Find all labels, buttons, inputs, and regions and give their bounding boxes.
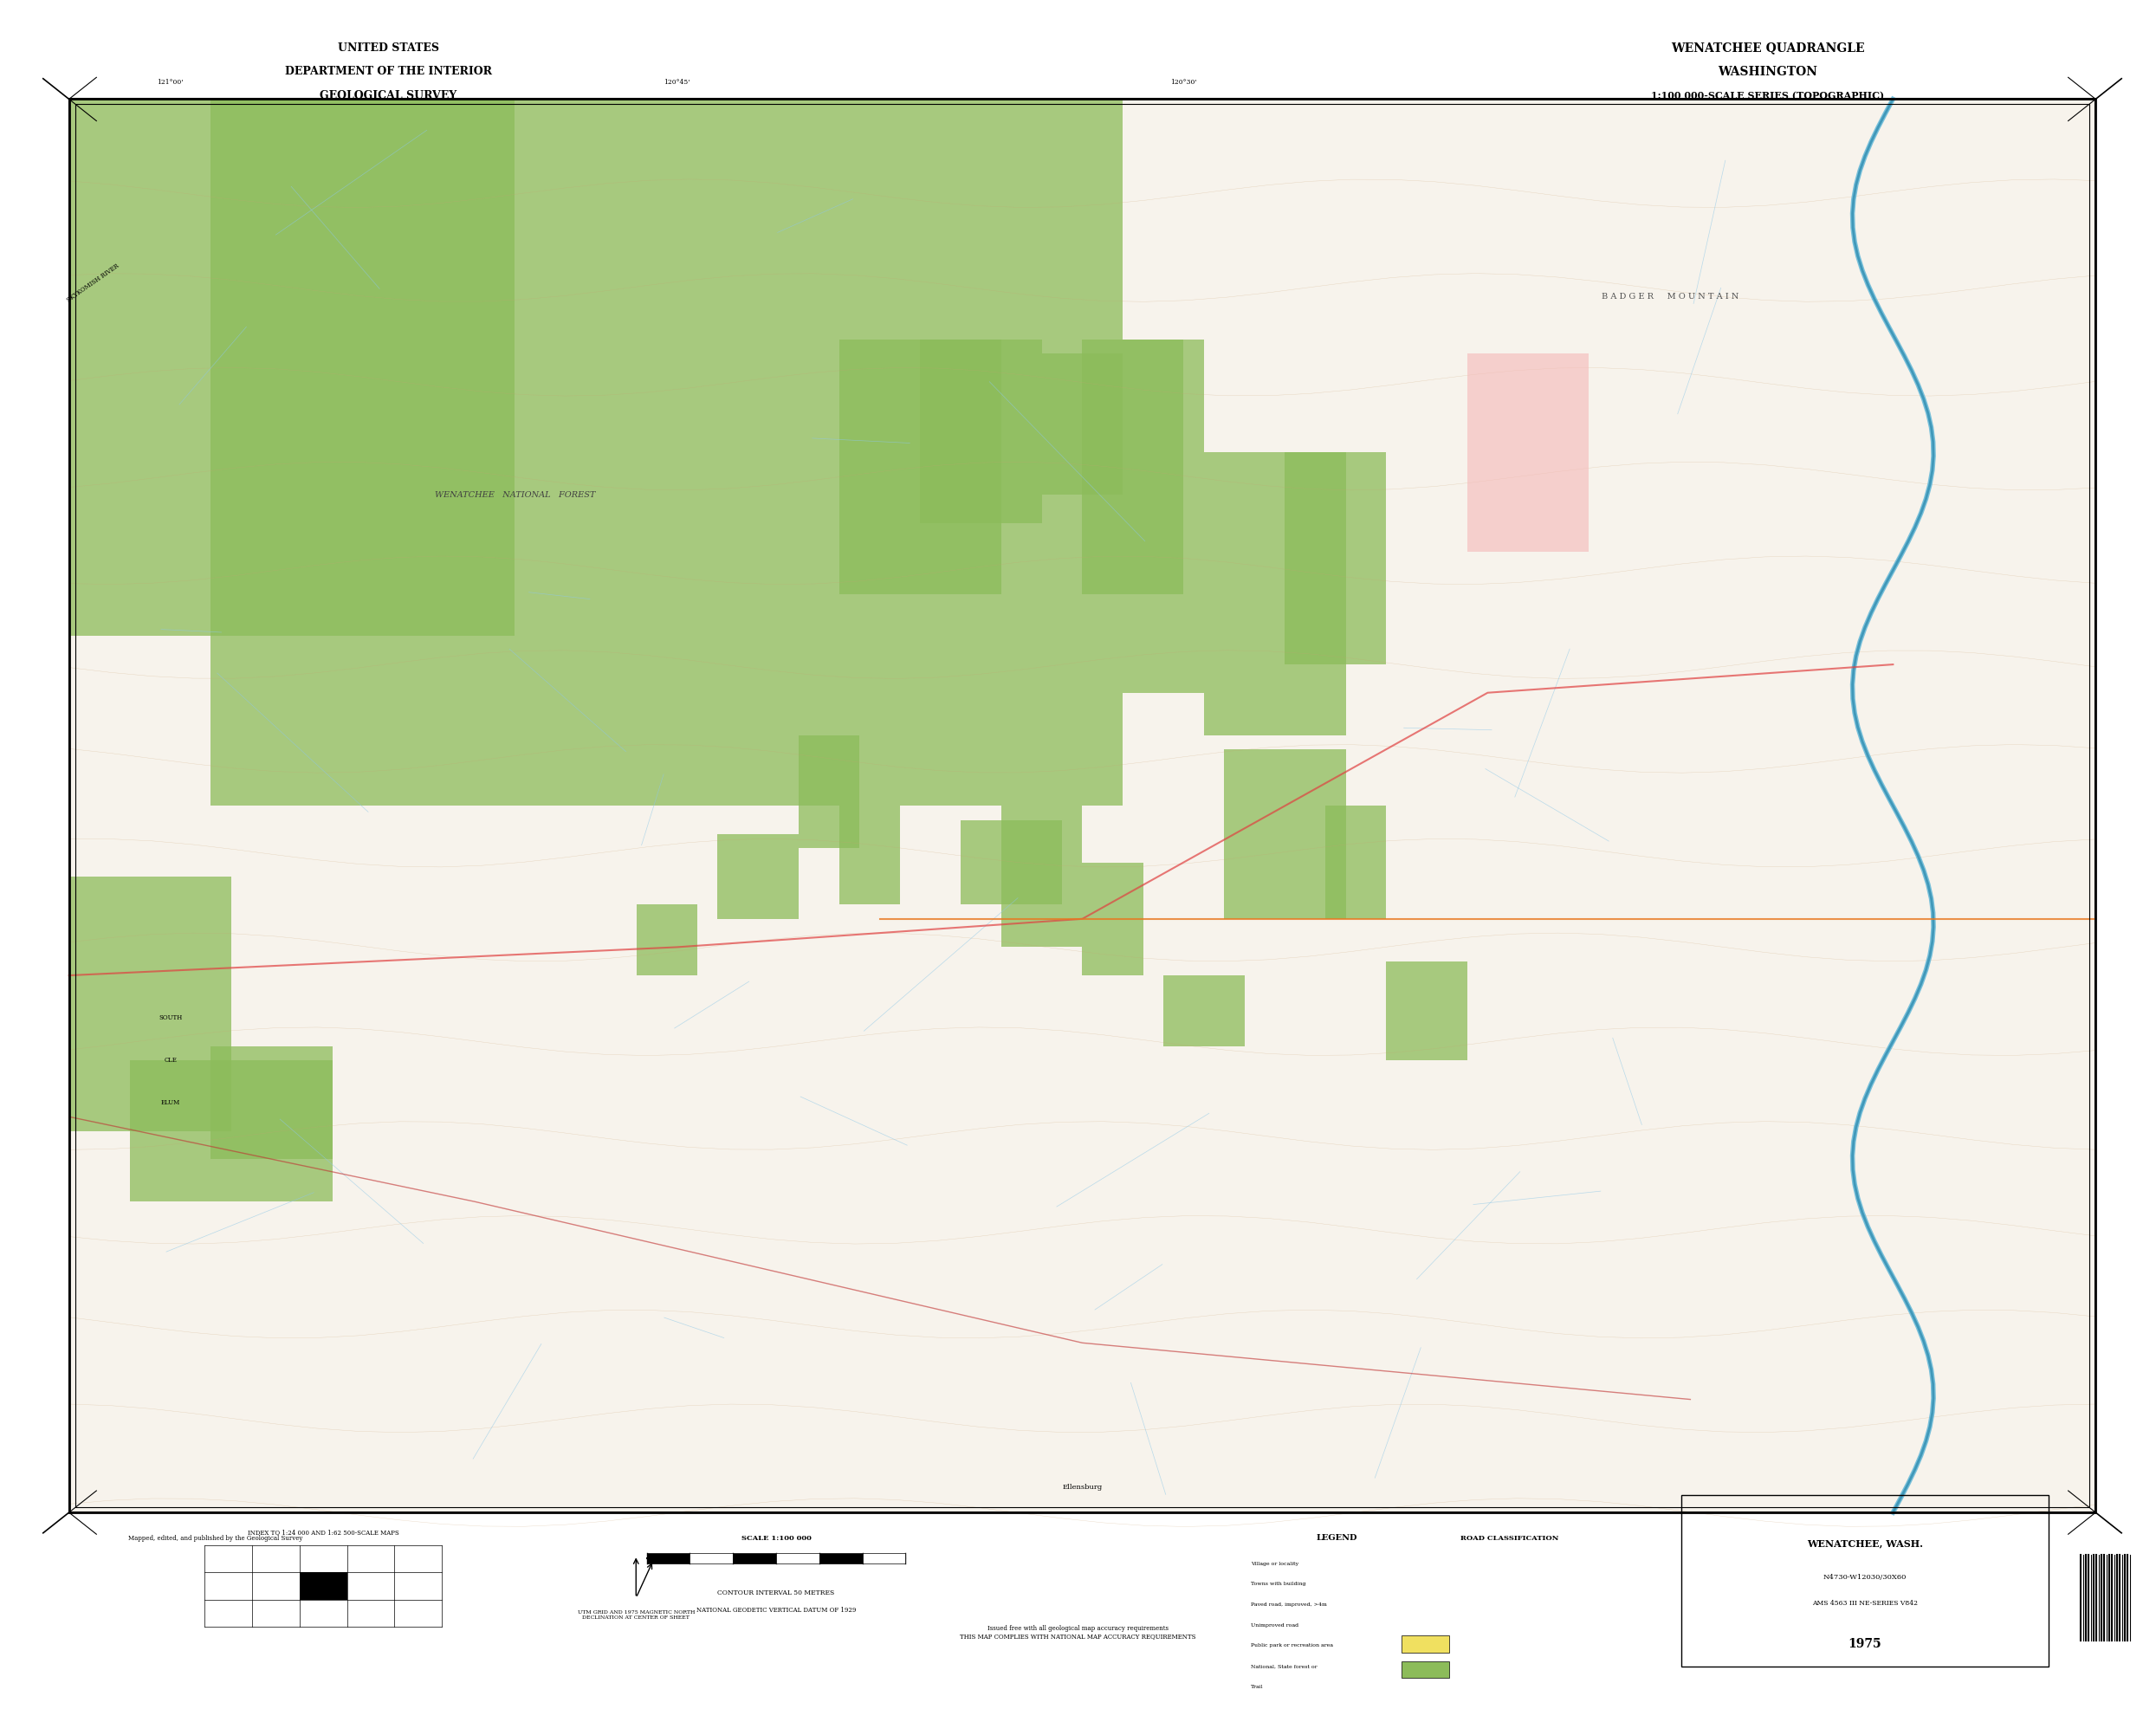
Text: Trail: Trail <box>1250 1685 1263 1688</box>
Text: NATIONAL GEODETIC VERTICAL DATUM OF 1929: NATIONAL GEODETIC VERTICAL DATUM OF 1929 <box>696 1606 856 1613</box>
Text: GEOLOGICAL SURVEY: GEOLOGICAL SURVEY <box>319 91 457 101</box>
Text: INDEX TO 1:24 000 AND 1:62 500-SCALE MAPS: INDEX TO 1:24 000 AND 1:62 500-SCALE MAP… <box>248 1530 399 1536</box>
Bar <box>69 877 231 1131</box>
Text: Unimproved road: Unimproved road <box>1250 1624 1298 1627</box>
Bar <box>776 1553 819 1564</box>
Bar <box>921 340 1041 523</box>
Bar <box>69 99 2096 1512</box>
Text: Paved road, improved, >4m: Paved road, improved, >4m <box>1250 1603 1326 1606</box>
Bar <box>69 99 2096 1512</box>
Text: ROAD CLASSIFICATION: ROAD CLASSIFICATION <box>1460 1535 1559 1542</box>
Bar <box>1326 805 1386 919</box>
Bar <box>1082 863 1143 976</box>
Bar <box>636 904 696 976</box>
Bar <box>1285 453 1386 665</box>
Bar <box>1468 354 1589 552</box>
Bar <box>1164 976 1244 1046</box>
Text: 120°30': 120°30' <box>1171 79 1197 85</box>
Text: WENATCHEE   NATIONAL   FOREST: WENATCHEE NATIONAL FOREST <box>436 490 595 499</box>
Text: SCALE 1:100 000: SCALE 1:100 000 <box>742 1535 811 1542</box>
Text: LEGEND: LEGEND <box>1315 1535 1358 1542</box>
Text: 121°00': 121°00' <box>157 79 183 85</box>
Text: UNITED STATES: UNITED STATES <box>336 43 440 53</box>
Bar <box>1401 1661 1449 1678</box>
Bar <box>1041 354 1123 496</box>
Text: Issued free with all geological map accuracy requirements
THIS MAP COMPLIES WITH: Issued free with all geological map accu… <box>959 1625 1197 1639</box>
Text: WASHINGTON: WASHINGTON <box>1718 65 1818 79</box>
Text: Village or locality: Village or locality <box>1250 1562 1298 1565</box>
Text: 1:100 000-SCALE SERIES (TOPOGRAPHIC): 1:100 000-SCALE SERIES (TOPOGRAPHIC) <box>1651 91 1884 101</box>
Bar <box>1682 1495 2048 1666</box>
Bar <box>798 735 860 848</box>
Bar <box>1401 1636 1449 1653</box>
Bar <box>1225 749 1345 919</box>
Text: WENATCHEE QUADRANGLE: WENATCHEE QUADRANGLE <box>1671 41 1865 55</box>
Text: Towns with building: Towns with building <box>1250 1583 1307 1586</box>
Bar <box>1386 960 1468 1060</box>
Bar <box>129 1060 332 1201</box>
Text: B A D G E R     M O U N T A I N: B A D G E R M O U N T A I N <box>1602 292 1738 301</box>
Bar <box>1000 805 1082 947</box>
Bar <box>300 1572 347 1600</box>
Text: CONTOUR INTERVAL 50 METRES: CONTOUR INTERVAL 50 METRES <box>718 1589 834 1596</box>
Text: AMS 4563 III NE-SERIES V842: AMS 4563 III NE-SERIES V842 <box>1811 1600 1919 1606</box>
Bar <box>839 340 1000 593</box>
Bar <box>718 834 798 919</box>
Bar <box>839 807 899 904</box>
Text: SKYKOMISH RIVER: SKYKOMISH RIVER <box>67 261 121 304</box>
Text: WENATCHEE, WASH.: WENATCHEE, WASH. <box>1807 1538 1923 1548</box>
Bar <box>690 1553 733 1564</box>
Text: N4730-W12030/30X60: N4730-W12030/30X60 <box>1824 1574 1906 1581</box>
Bar <box>819 1553 862 1564</box>
Text: ELUM: ELUM <box>162 1099 179 1106</box>
Text: Ellensburg: Ellensburg <box>1063 1483 1102 1490</box>
Text: 1975: 1975 <box>1848 1637 1882 1651</box>
Bar <box>1082 340 1184 593</box>
Bar <box>1203 453 1345 735</box>
Bar <box>211 99 1123 807</box>
Text: CLE: CLE <box>164 1056 177 1063</box>
Text: National, State forest or: National, State forest or <box>1250 1665 1317 1668</box>
Bar <box>211 1046 332 1159</box>
Text: Mapped, edited, and published by the Geological Survey: Mapped, edited, and published by the Geo… <box>129 1535 302 1542</box>
Bar <box>962 820 1063 904</box>
Bar <box>862 1553 906 1564</box>
Bar <box>647 1553 690 1564</box>
Bar <box>1123 340 1203 692</box>
Text: DEPARTMENT OF THE INTERIOR: DEPARTMENT OF THE INTERIOR <box>285 67 492 77</box>
Text: Public park or recreation area: Public park or recreation area <box>1250 1644 1332 1647</box>
Bar <box>69 99 515 636</box>
Text: 120°45': 120°45' <box>664 79 690 85</box>
Text: UTM GRID AND 1975 MAGNETIC NORTH
DECLINATION AT CENTER OF SHEET: UTM GRID AND 1975 MAGNETIC NORTH DECLINA… <box>578 1610 694 1620</box>
Text: SOUTH: SOUTH <box>160 1015 181 1022</box>
Bar <box>75 104 2089 1507</box>
Bar <box>733 1553 776 1564</box>
